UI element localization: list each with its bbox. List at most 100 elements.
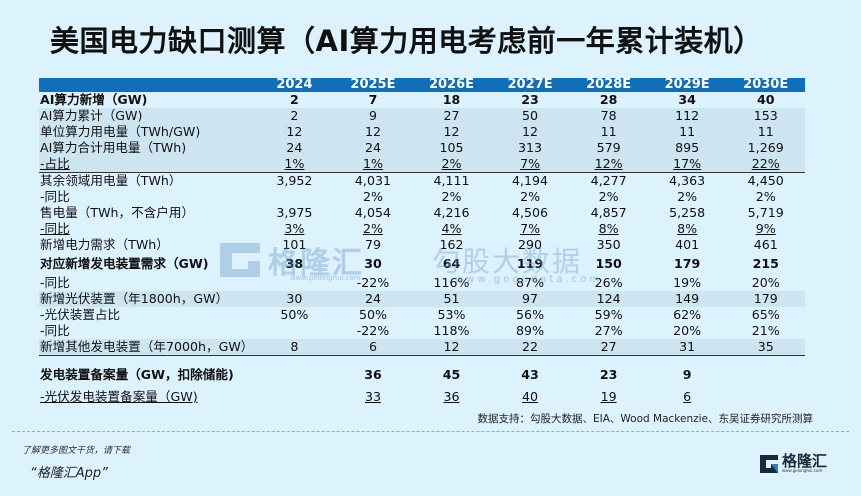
cell-value: 8% <box>598 221 619 236</box>
cell-value: 1% <box>284 156 305 171</box>
table-cell: 17% <box>647 156 727 173</box>
row-label-text: AI算力累计（GW) <box>40 108 143 123</box>
table-cell: 150 <box>569 253 648 275</box>
cell-value: 2% <box>755 189 776 204</box>
cell-value: 150 <box>595 256 622 271</box>
table-cell: 118% <box>412 323 491 339</box>
table-cell: 116% <box>412 275 491 291</box>
table-cell: 179 <box>726 291 805 307</box>
table-cell: 401 <box>648 237 727 253</box>
cell-value: 461 <box>753 237 778 252</box>
cell-value: 101 <box>282 237 307 252</box>
row-label-text: -占比 <box>40 156 70 171</box>
cell-value: 4,506 <box>512 205 549 220</box>
table-cell: 53% <box>412 307 491 323</box>
table-cell: 3,952 <box>255 173 334 190</box>
table-cell: 4,450 <box>726 173 805 190</box>
cell-value: 38 <box>285 256 304 271</box>
row-label: -光伏发电装置备案量（GW) <box>39 386 255 408</box>
cell-value: 33 <box>364 389 381 404</box>
row-label-text: -光伏装置占比 <box>40 307 121 322</box>
cell-value: 51 <box>443 291 460 306</box>
cell-value: -22% <box>356 323 390 338</box>
cell-value: 4,111 <box>433 173 470 188</box>
table-cell <box>255 323 334 339</box>
table-cell: 27 <box>412 108 491 124</box>
table-cell: 89% <box>491 323 570 339</box>
table-cell: 8% <box>648 221 727 237</box>
cell-value: 313 <box>518 140 543 155</box>
table-cell: 350 <box>569 237 648 253</box>
header-cell-2025e: 2025E <box>333 78 413 92</box>
cell-value: 27 <box>600 339 617 354</box>
cell-value: 17% <box>673 156 702 171</box>
cell-value: 27 <box>443 108 460 123</box>
row-label: -同比 <box>39 189 255 205</box>
cell-value: 12 <box>443 124 460 139</box>
row-label-text: -同比 <box>40 323 70 338</box>
table-cell: 23 <box>491 92 570 108</box>
cell-value: 8% <box>677 221 698 236</box>
row-label: 新增电力需求（TWh） <box>39 237 255 253</box>
table-cell: 4% <box>412 221 491 237</box>
table-cell: 11 <box>569 124 648 140</box>
table-cell: 579 <box>569 140 648 156</box>
cell-value: 4,194 <box>512 173 549 188</box>
table-cell: 5,719 <box>726 205 805 221</box>
cell-value: -22% <box>356 275 390 290</box>
row-label-text: -同比 <box>40 275 70 290</box>
row-label-text: -同比 <box>40 189 70 204</box>
cell-value: 112 <box>675 108 700 123</box>
cell-value: 7% <box>520 221 541 236</box>
table-row: AI算力合计用电量（TWh) 24 24 105 313 579 895 1,269 <box>39 140 805 156</box>
table-cell <box>255 189 334 205</box>
table-cell: 7% <box>491 221 570 237</box>
table-row: 售电量（TWh，不含户用） 3,975 4,054 4,216 4,506 4,857 5,… <box>39 205 805 221</box>
cell-value: 6 <box>683 389 692 404</box>
cell-value: 5,258 <box>669 205 706 220</box>
row-label-text: 新增光伏装置（年1800h，GW） <box>40 291 229 306</box>
table-cell: 50 <box>490 108 570 124</box>
table-cell: 40 <box>491 386 570 408</box>
table-cell: 24 <box>255 140 334 156</box>
row-label-text: -光伏发电装置备案量（GW) <box>40 389 198 404</box>
table-row: -同比 2% 2% 2% 2% 2% 2% <box>39 189 805 205</box>
cell-value: 40 <box>522 389 539 404</box>
table-cell: 38 <box>255 253 334 275</box>
table-cell: 23 <box>569 364 648 386</box>
cell-value: 162 <box>439 237 464 252</box>
header-cell-2030e: 2030E <box>726 78 805 92</box>
cell-value: 1,269 <box>747 140 784 155</box>
cell-value: 43 <box>521 367 539 382</box>
table-cell: 50% <box>334 307 413 323</box>
cell-value: 4,277 <box>590 173 627 188</box>
spacer-row <box>39 356 805 365</box>
table-cell: 179 <box>648 253 727 275</box>
cell-value: 179 <box>674 256 701 271</box>
table-cell: 149 <box>647 291 727 307</box>
cell-value: 24 <box>286 140 303 155</box>
cell-value: 119 <box>516 256 544 271</box>
table-cell: 28 <box>569 92 648 108</box>
cell-value: 78 <box>600 108 617 123</box>
cell-value: 24 <box>364 291 381 306</box>
row-label: 新增其他发电装置（年7000h，GW） <box>39 339 256 356</box>
table-cell: 2 <box>255 108 334 124</box>
page-title: 美国电力缺口测算（AI算力用电考虑前一年累计装机） <box>50 24 763 58</box>
table-cell: 36 <box>334 364 413 386</box>
cell-value: 4% <box>441 221 462 236</box>
cell-value: 23 <box>521 92 539 107</box>
table-cell: 153 <box>726 108 805 124</box>
cell-value: 18 <box>442 92 461 107</box>
table-cell: 9 <box>333 108 413 124</box>
table-cell: 4,111 <box>412 173 491 190</box>
table-cell: 1% <box>333 156 413 173</box>
cell-value: 4,054 <box>354 205 391 220</box>
data-table-container: 2024 2025E 2026E 2027E 2028E 2029E 2030E… <box>39 78 805 408</box>
table-cell: 8 <box>255 339 334 356</box>
cell-value: 62% <box>673 307 702 322</box>
table-cell: 78 <box>569 108 648 124</box>
header-cell <box>39 78 256 92</box>
table-cell: 27% <box>569 323 648 339</box>
table-cell: 6 <box>333 339 413 356</box>
